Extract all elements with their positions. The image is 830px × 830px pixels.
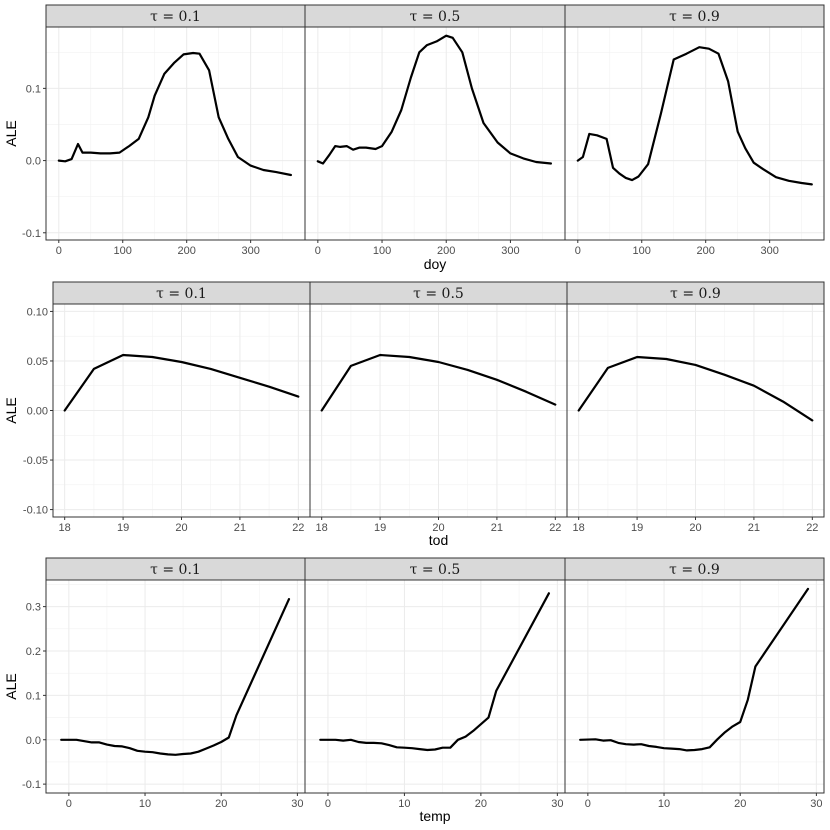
x-tick-label: 19 bbox=[374, 522, 386, 534]
x-tick-label: 20 bbox=[432, 522, 444, 534]
panel-temp-3: τ = 0.9 0 10 20 30 bbox=[564, 557, 825, 810]
x-tick-label: 0 bbox=[56, 245, 62, 257]
x-tick-label: 0 bbox=[66, 798, 72, 810]
ale-series-line bbox=[576, 46, 813, 186]
x-tick-label: 300 bbox=[501, 245, 519, 257]
x-tick-label: 20 bbox=[175, 522, 187, 534]
x-tick-label: 30 bbox=[291, 798, 303, 810]
panel-tod-1: τ = 0.1 18 19 20 21 22 bbox=[52, 281, 311, 534]
ale-series-line bbox=[579, 587, 810, 752]
panel-border bbox=[564, 26, 825, 241]
x-tick-label: 20 bbox=[734, 798, 746, 810]
y-tick-label: 0.10 bbox=[27, 306, 48, 318]
x-tick-label: 19 bbox=[117, 522, 129, 534]
y-tick-label: 0.05 bbox=[27, 356, 48, 368]
panel-tod-2: τ = 0.5 18 19 20 21 22 bbox=[309, 281, 568, 534]
x-tick-label: 10 bbox=[658, 798, 670, 810]
x-tick-label: 10 bbox=[139, 798, 151, 810]
x-tick-label: 21 bbox=[491, 522, 503, 534]
ale-series-line bbox=[320, 353, 557, 412]
x-tick-label: 21 bbox=[748, 522, 760, 534]
ale-series-line bbox=[577, 355, 814, 422]
y-tick-label: 0.1 bbox=[26, 690, 41, 702]
ale-series-line bbox=[57, 51, 292, 177]
x-tick-label: 22 bbox=[292, 522, 304, 534]
plot-background bbox=[46, 580, 305, 793]
facet-strip-label: τ = 0.9 bbox=[670, 286, 721, 302]
x-tick-label: 30 bbox=[551, 798, 563, 810]
x-tick-label: 18 bbox=[316, 522, 328, 534]
y-tick-label: -0.1 bbox=[22, 779, 41, 791]
facet-strip-label: τ = 0.5 bbox=[413, 286, 464, 302]
x-tick-label: 19 bbox=[631, 522, 643, 534]
x-axis-title: temp bbox=[419, 808, 450, 824]
panel-doy-2: τ = 0.5 0 100 200 300 bbox=[304, 4, 566, 257]
y-axis-title: ALE bbox=[3, 120, 19, 146]
plot-background bbox=[565, 27, 824, 240]
y-tick-label: 0.0 bbox=[26, 156, 41, 168]
ale-series-line bbox=[319, 592, 551, 752]
x-tick-label: 18 bbox=[59, 522, 71, 534]
x-tick-label: 0 bbox=[585, 798, 591, 810]
y-tick-label: 0.2 bbox=[26, 646, 41, 658]
x-tick-label: 18 bbox=[573, 522, 585, 534]
x-tick-label: 100 bbox=[114, 245, 132, 257]
x-tick-label: 300 bbox=[760, 245, 778, 257]
x-tick-label: 10 bbox=[398, 798, 410, 810]
y-tick-label: 0.00 bbox=[27, 406, 48, 418]
x-tick-label: 100 bbox=[633, 245, 651, 257]
panel-doy-1: τ = 0.1 0 100 200 300 bbox=[45, 4, 306, 257]
facet-strip-label: τ = 0.1 bbox=[150, 562, 201, 578]
x-tick-label: 0 bbox=[575, 245, 581, 257]
plot-background bbox=[565, 580, 824, 793]
ale-series-line bbox=[63, 353, 300, 412]
y-tick-label: -0.10 bbox=[23, 505, 48, 517]
x-tick-label: 21 bbox=[234, 522, 246, 534]
plot-background bbox=[305, 27, 565, 240]
y-tick-label: -0.1 bbox=[22, 228, 41, 240]
y-tick-label: 0.1 bbox=[26, 83, 41, 95]
facet-strip-label: τ = 0.9 bbox=[669, 9, 720, 25]
x-tick-label: 20 bbox=[689, 522, 701, 534]
plot-background bbox=[46, 27, 305, 240]
x-tick-label: 22 bbox=[806, 522, 818, 534]
x-axis-title: tod bbox=[429, 532, 448, 548]
ale-row-tod: -0.10 -0.05 0.00 0.05 0.10 ALE tod τ = 0.1 18 19 2… bbox=[3, 281, 825, 548]
facet-strip-label: τ = 0.1 bbox=[150, 9, 201, 25]
y-tick-label: 0.3 bbox=[26, 602, 41, 614]
x-axis-title: doy bbox=[424, 256, 447, 272]
y-axis-title: ALE bbox=[3, 673, 19, 699]
x-tick-label: 200 bbox=[697, 245, 715, 257]
x-tick-label: 20 bbox=[215, 798, 227, 810]
panel-doy-3: τ = 0.9 0 100 200 300 bbox=[564, 4, 825, 257]
panel-temp-2: τ = 0.5 0 10 20 30 bbox=[304, 557, 566, 810]
facet-strip-label: τ = 0.5 bbox=[410, 9, 461, 25]
x-tick-label: 0 bbox=[315, 245, 321, 257]
x-tick-label: 20 bbox=[475, 798, 487, 810]
y-tick-label: 0.0 bbox=[26, 735, 41, 747]
panel-temp-1: τ = 0.1 0 10 20 30 bbox=[45, 557, 306, 810]
facet-strip-label: τ = 0.9 bbox=[669, 562, 720, 578]
ale-series-line bbox=[60, 597, 291, 756]
panel-tod-3: τ = 0.9 18 19 20 21 22 bbox=[566, 281, 825, 534]
x-tick-label: 30 bbox=[810, 798, 822, 810]
y-tick-label: -0.05 bbox=[23, 455, 48, 467]
facet-strip-label: τ = 0.5 bbox=[410, 562, 461, 578]
y-axis-title: ALE bbox=[3, 397, 19, 423]
x-tick-label: 0 bbox=[325, 798, 331, 810]
ale-series-line bbox=[316, 34, 553, 165]
x-tick-label: 200 bbox=[437, 245, 455, 257]
x-tick-label: 100 bbox=[373, 245, 391, 257]
plot-background bbox=[305, 580, 565, 793]
panel-border bbox=[564, 579, 825, 794]
x-tick-label: 200 bbox=[178, 245, 196, 257]
facet-strip-label: τ = 0.1 bbox=[156, 286, 207, 302]
x-tick-label: 22 bbox=[549, 522, 561, 534]
x-tick-label: 300 bbox=[241, 245, 259, 257]
